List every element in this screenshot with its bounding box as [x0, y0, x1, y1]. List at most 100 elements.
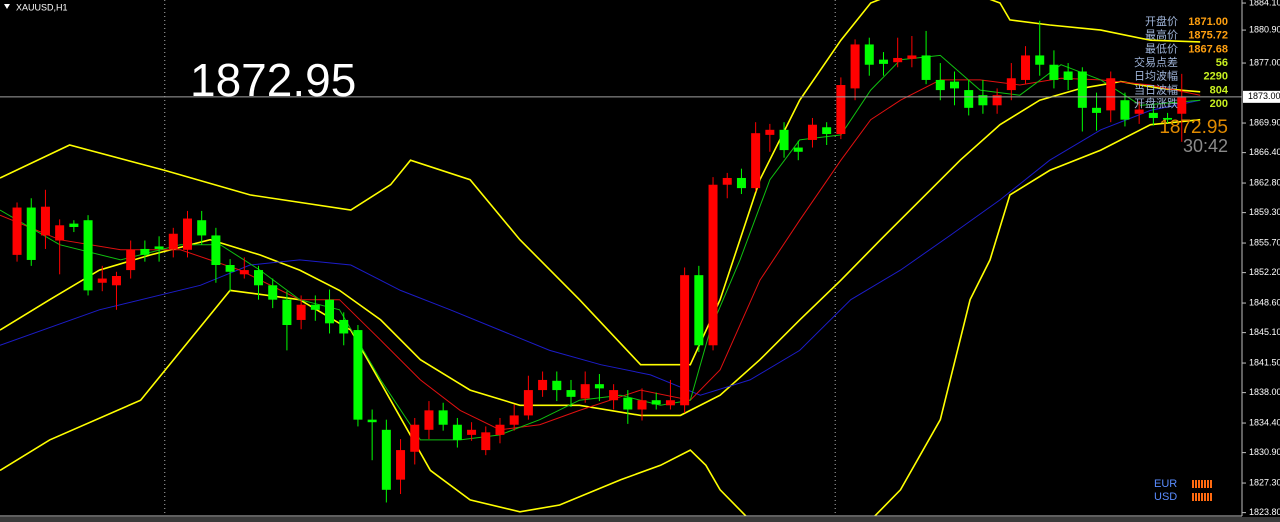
strength-bar — [1207, 480, 1209, 488]
candle-body — [893, 57, 903, 63]
strength-bar — [1192, 480, 1194, 488]
bid-price: 1872.95 — [1159, 117, 1228, 138]
y-tick-label: 1830.90 — [1249, 447, 1280, 457]
candle-body — [793, 147, 803, 152]
overlay: 1873.00 开盘价 1871.00 最高价 1875.72 最低价 1867.68 交易点… — [0, 14, 1280, 503]
candle-body — [1092, 107, 1102, 113]
candle-body — [12, 207, 22, 255]
strength-bar — [1201, 493, 1203, 501]
candle-body — [55, 225, 65, 241]
info-value: 1867.68 — [1188, 43, 1228, 55]
candle-body — [97, 278, 107, 283]
bid-label-box — [1243, 90, 1280, 103]
candle-body — [964, 90, 974, 108]
candle-body — [878, 59, 888, 64]
candle-body — [637, 400, 647, 410]
candle-body — [609, 390, 619, 401]
candle-body — [26, 207, 36, 260]
info-label: 最低价 — [1145, 42, 1178, 55]
indicator-line — [0, 80, 1201, 417]
strength-bar — [1195, 493, 1197, 501]
candle-body — [381, 429, 391, 490]
info-label: 开盘价 — [1145, 14, 1178, 28]
info-label: 开盘涨跌 — [1134, 96, 1178, 110]
candle-body — [722, 177, 732, 185]
y-tick-label: 1869.90 — [1249, 117, 1280, 127]
y-tick-label: 1884.10 — [1249, 0, 1280, 7]
strength-bar — [1198, 480, 1200, 488]
y-tick-label: 1834.40 — [1249, 417, 1280, 427]
candle-body — [126, 249, 136, 271]
strength-bar — [1204, 480, 1206, 488]
y-tick-label: 1859.30 — [1249, 207, 1280, 217]
y-tick-label: 1827.30 — [1249, 477, 1280, 487]
candle-body — [978, 95, 988, 106]
candle-body — [69, 223, 79, 227]
candle-body — [1049, 64, 1059, 80]
y-tick-label: 1845.10 — [1249, 327, 1280, 337]
candle-body — [268, 285, 278, 300]
candle-body — [410, 424, 420, 452]
info-label: 日均波幅 — [1134, 70, 1178, 83]
bid-tick-label: 1873.00 — [1248, 91, 1280, 101]
candle-body — [665, 400, 675, 406]
strength-bar — [1192, 493, 1194, 501]
candles — [12, 20, 1187, 503]
indicator-lines — [0, 0, 1201, 516]
scroll-bar — [0, 517, 1280, 522]
candle-body — [1035, 55, 1045, 65]
info-label: 交易点差 — [1134, 55, 1178, 69]
indicator-line — [0, 77, 1201, 431]
candle-body — [1177, 97, 1187, 114]
candle-body — [680, 275, 690, 406]
candle-body — [282, 299, 292, 326]
candle-body — [807, 124, 817, 140]
candle-body — [822, 127, 832, 135]
candle-body — [566, 390, 576, 397]
strength-bar — [1201, 480, 1203, 488]
y-tick-label: 1877.00 — [1249, 57, 1280, 67]
candle-body — [452, 424, 462, 440]
info-value: 2290 — [1204, 71, 1228, 83]
info-value: 200 — [1210, 98, 1228, 110]
candle-body — [935, 79, 945, 91]
candle-body — [779, 129, 789, 151]
symbol-title: XAUUSD,H1 — [16, 2, 68, 12]
candle-body — [154, 246, 164, 249]
candle-body — [168, 233, 178, 249]
candle-body — [1120, 100, 1130, 120]
y-tick-label: 1862.80 — [1249, 177, 1280, 187]
y-tick-label: 1841.50 — [1249, 357, 1280, 367]
y-tick-label: 1848.60 — [1249, 297, 1280, 307]
candle-body — [182, 218, 192, 250]
candle-body — [864, 44, 874, 65]
candle-body — [424, 410, 434, 430]
y-tick-label: 1852.20 — [1249, 267, 1280, 277]
candle-body — [225, 265, 235, 272]
strength-bar — [1198, 493, 1200, 501]
candle-body — [310, 304, 320, 310]
candle-body — [83, 220, 93, 291]
currency-label: USD — [1154, 491, 1177, 503]
candle-body — [140, 248, 150, 255]
candle-body — [1006, 78, 1016, 91]
menu-icon[interactable] — [4, 4, 10, 9]
candle-body — [694, 275, 704, 346]
bar-countdown: 30:42 — [1183, 136, 1228, 156]
candle-body — [111, 276, 121, 286]
candle-body — [594, 384, 604, 389]
indicator-line — [0, 118, 1201, 516]
currency-label: EUR — [1154, 478, 1177, 490]
info-label: 最高价 — [1145, 28, 1178, 42]
candle-body — [552, 380, 562, 391]
candle-body — [239, 270, 249, 275]
info-value: 1875.72 — [1188, 30, 1228, 42]
candle-body — [353, 330, 363, 420]
candle-body — [1106, 78, 1116, 111]
candle-body — [765, 129, 775, 135]
strength-bar — [1204, 493, 1206, 501]
info-label: 当日波幅 — [1134, 82, 1178, 96]
candle-body — [950, 81, 960, 89]
candle-body — [708, 184, 718, 346]
